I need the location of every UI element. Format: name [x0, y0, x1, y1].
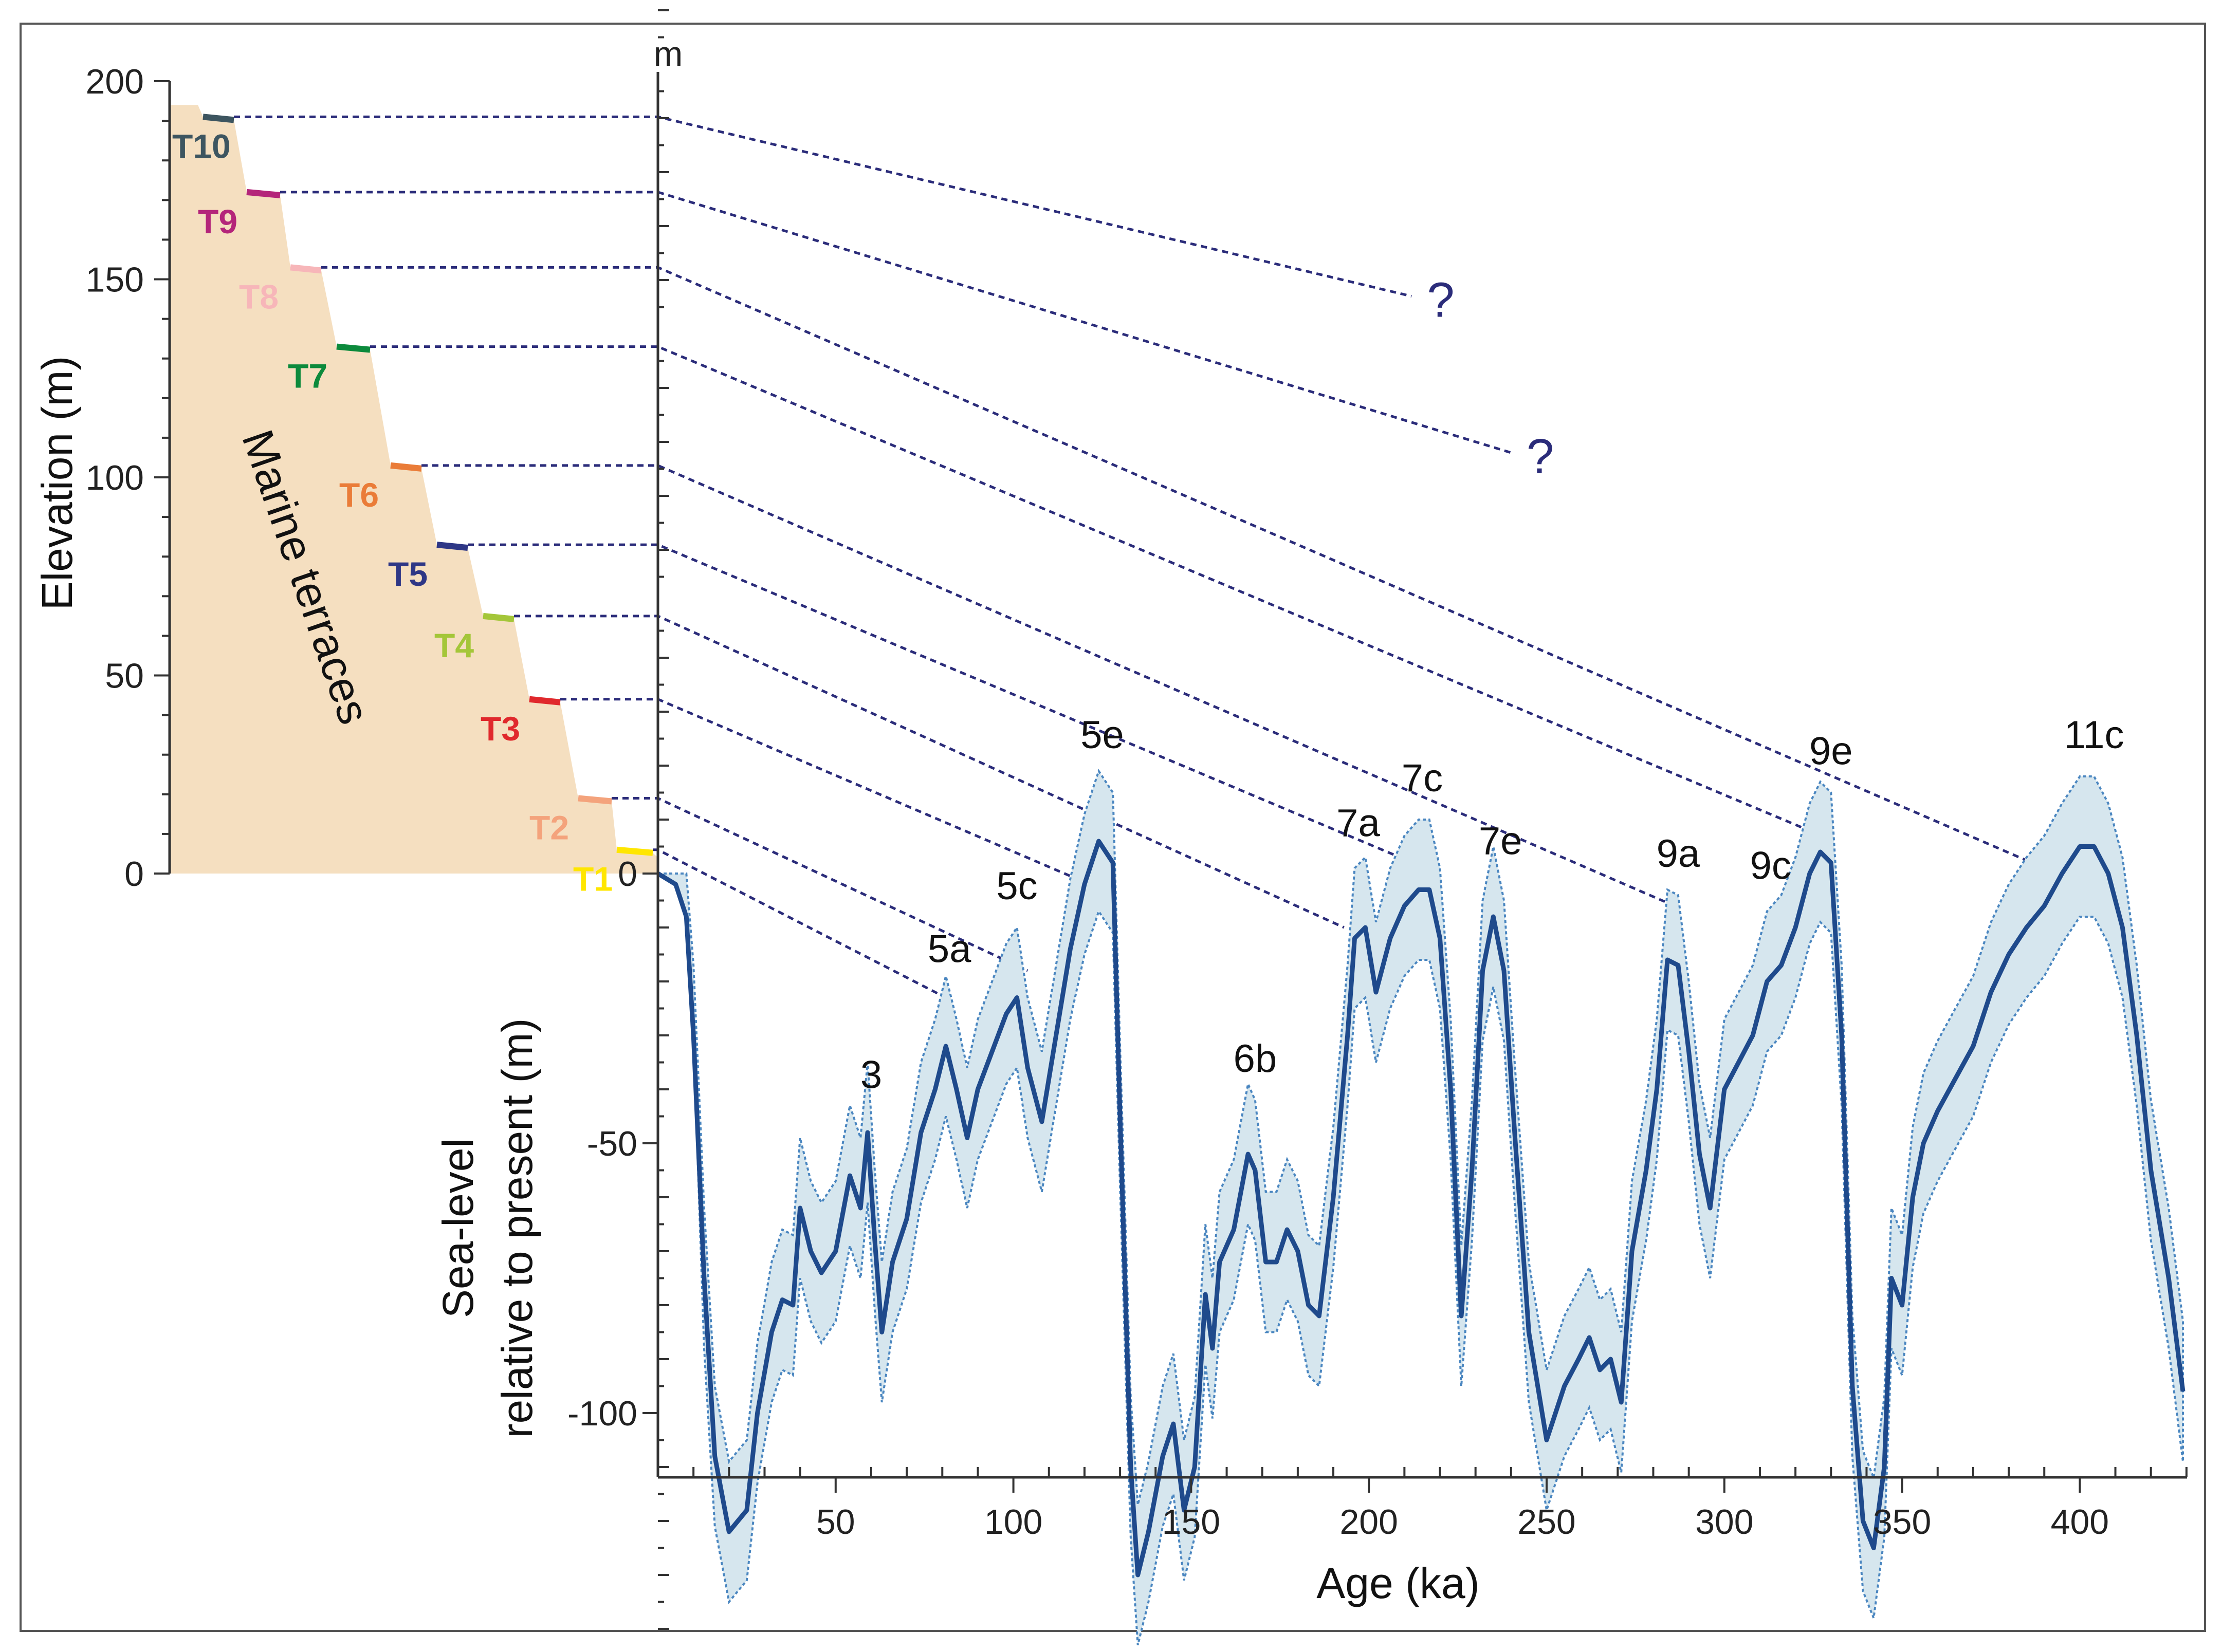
terrace-label-t3: T3	[481, 710, 520, 748]
sea-level-xtick-label: 250	[1517, 1502, 1575, 1542]
peak-label-9c: 9c	[1750, 844, 1791, 888]
terrace-y-axis-title: Elevation (m)	[33, 356, 81, 610]
figure-frame	[20, 23, 2206, 1632]
sea-level-y-ticks: 0-50-100-150	[567, 9, 669, 1630]
terrace-tread-t4	[483, 612, 515, 622]
terrace-tread-t2	[578, 795, 612, 805]
terrace-label-t5: T5	[388, 555, 428, 593]
correlation-line-t4	[514, 615, 1345, 929]
terrace-tread-t8	[290, 264, 322, 274]
peak-label-9a: 9a	[1657, 832, 1700, 876]
peak-label-6b: 6b	[1234, 1037, 1277, 1081]
peak-label-5a: 5a	[928, 927, 971, 971]
sea-level-ytick-label: -50	[587, 1124, 637, 1163]
correlation-line-t10	[234, 115, 1412, 298]
peak-label-7a: 7a	[1336, 802, 1380, 845]
terrace-label-t4: T4	[434, 626, 474, 664]
sea-level-xtick-label: 100	[984, 1502, 1042, 1542]
uncertain-correlation-mark: ?	[1427, 273, 1454, 328]
peak-label-9e: 9e	[1809, 730, 1853, 773]
terrace-label-t7: T7	[288, 357, 327, 395]
sea-level-y-axis-title-line1: Sea-level	[434, 1138, 482, 1318]
sea-level-xtick-label: 150	[1162, 1502, 1220, 1542]
top-unit-label: m	[654, 34, 683, 73]
peak-label-5e: 5e	[1080, 713, 1124, 757]
terrace-tread-t6	[390, 462, 422, 472]
peak-label-11c: 11c	[2064, 713, 2124, 757]
terrace-profile-shape	[170, 105, 658, 874]
peak-label-7e: 7e	[1479, 820, 1522, 863]
correlation-line-t7	[370, 345, 1835, 843]
terrace-ytick-label: 100	[86, 458, 144, 497]
terrace-ytick-label: 200	[86, 62, 144, 101]
terrace-label-t8: T8	[239, 277, 279, 315]
terrace-label-t10: T10	[172, 127, 231, 165]
sea-level-xtick-label: 300	[1695, 1502, 1753, 1542]
terrace-tread-t9	[246, 189, 281, 198]
terrace-label-t2: T2	[529, 809, 569, 847]
terrace-ytick-label: 150	[86, 261, 144, 300]
sea-level-x-ticks: 50 100 150 200 250 300 350 400	[692, 1467, 2188, 1542]
terrace-y-ticks: 0 50 100 150 200	[86, 62, 170, 894]
uncertain-correlation-mark: ?	[1527, 429, 1554, 484]
sea-level-xtick-label: 350	[1873, 1502, 1931, 1542]
terrace-ytick-label: 0	[124, 855, 144, 894]
peak-label-5c: 5c	[996, 864, 1037, 908]
correlation-line-t5	[468, 543, 1426, 869]
peak-label-7c: 7c	[1402, 756, 1443, 800]
sea-level-x-axis-title: Age (ka)	[1316, 1559, 1479, 1607]
terrace-label-t9: T9	[198, 202, 237, 240]
terrace-label-t6: T6	[339, 476, 379, 514]
terrace-tread-t5	[436, 542, 468, 551]
terrace-tread-t1	[616, 846, 653, 856]
peak-labels: 3 5a 5c 5e 6b 7a 7c 7e 9a 9c 9e 11c	[860, 713, 2124, 1097]
sea-level-xtick-label: 50	[816, 1502, 855, 1542]
sea-level-ytick-label: 0	[618, 855, 637, 894]
correlation-line-t6	[421, 464, 1675, 907]
sea-level-xtick-label: 200	[1339, 1502, 1398, 1542]
sea-level-y-axis-title-line2: relative to present (m)	[493, 1018, 541, 1438]
sea-level-xtick-label: 400	[2051, 1502, 2109, 1542]
peak-label-3: 3	[860, 1053, 882, 1097]
sea-level-mean-line	[656, 839, 2186, 1577]
correlation-line-t1	[653, 848, 947, 999]
terrace-label-t1: T1	[573, 860, 613, 898]
terrace-tread-t3	[529, 696, 561, 706]
sea-level-ytick-label: -100	[567, 1394, 637, 1433]
terrace-tread-t7	[336, 343, 371, 353]
correlation-line-t9	[280, 191, 1512, 454]
terrace-ytick-label: 50	[105, 657, 144, 696]
terrace-tread-t10	[203, 114, 234, 123]
sea-level-uncertainty-band	[654, 768, 2184, 1645]
